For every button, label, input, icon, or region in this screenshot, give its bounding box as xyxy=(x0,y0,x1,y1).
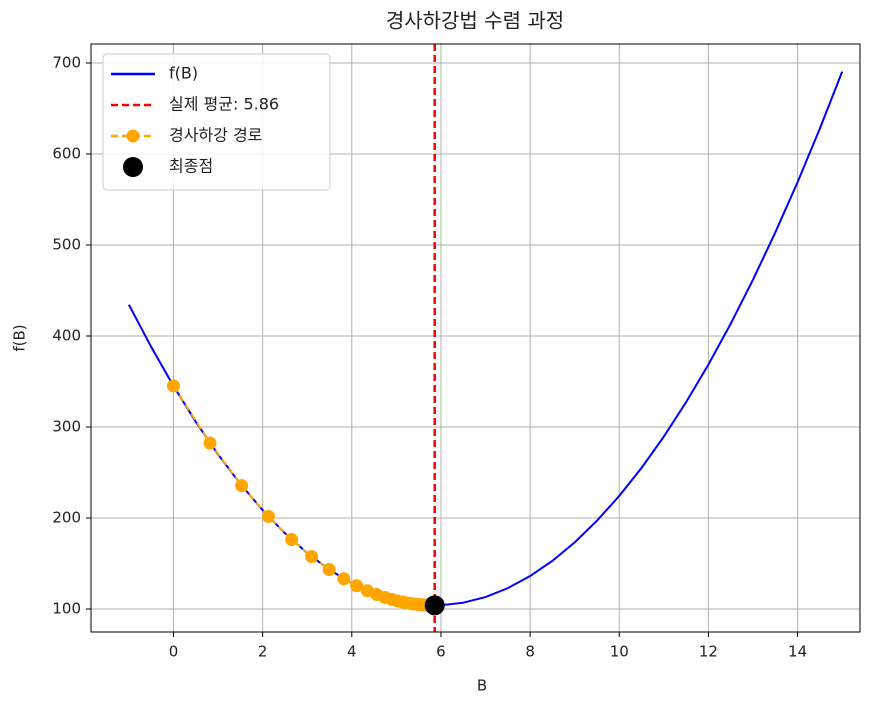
chart-title: 경사하강법 수렴 과정 xyxy=(386,9,564,33)
y-tick-label: 200 xyxy=(52,508,81,526)
final-point xyxy=(424,595,445,616)
series-marker xyxy=(305,550,319,564)
y-tick-label: 300 xyxy=(52,417,81,435)
y-tick-label: 500 xyxy=(52,236,81,254)
x-tick-label: 12 xyxy=(699,643,718,661)
legend-box xyxy=(102,53,331,191)
legend-label: f(B) xyxy=(169,64,198,83)
series-marker xyxy=(203,436,217,450)
x-tick-label: 0 xyxy=(169,643,179,661)
x-tick-label: 10 xyxy=(610,643,629,661)
series-marker xyxy=(337,572,351,586)
y-tick-label: 100 xyxy=(52,599,81,617)
series-line xyxy=(128,71,844,607)
x-tick-label: 14 xyxy=(788,643,807,661)
legend-swatch-marker xyxy=(126,129,140,143)
legend-label: 경사하강 경로 xyxy=(169,126,262,145)
series-marker xyxy=(285,533,299,547)
y-tick-label: 700 xyxy=(52,54,81,72)
legend-label: 실제 평균: 5.86 xyxy=(169,95,279,114)
series-marker xyxy=(166,379,180,393)
legend-swatch xyxy=(123,157,143,177)
y-tick-label: 600 xyxy=(52,145,81,163)
series-line xyxy=(172,385,428,607)
series-marker xyxy=(350,579,364,593)
y-tick-label: 400 xyxy=(52,326,81,344)
series-marker xyxy=(261,509,275,523)
legend-label: 최종점 xyxy=(169,157,213,176)
y-axis-label: f(B) xyxy=(11,324,29,351)
x-tick-label: 8 xyxy=(525,643,535,661)
series-marker xyxy=(235,479,249,493)
x-tick-label: 2 xyxy=(258,643,268,661)
x-tick-label: 6 xyxy=(436,643,446,661)
series-marker xyxy=(322,562,336,576)
plot-frame xyxy=(90,43,861,633)
x-tick-label: 4 xyxy=(347,643,357,661)
x-axis-label: B xyxy=(477,677,487,695)
